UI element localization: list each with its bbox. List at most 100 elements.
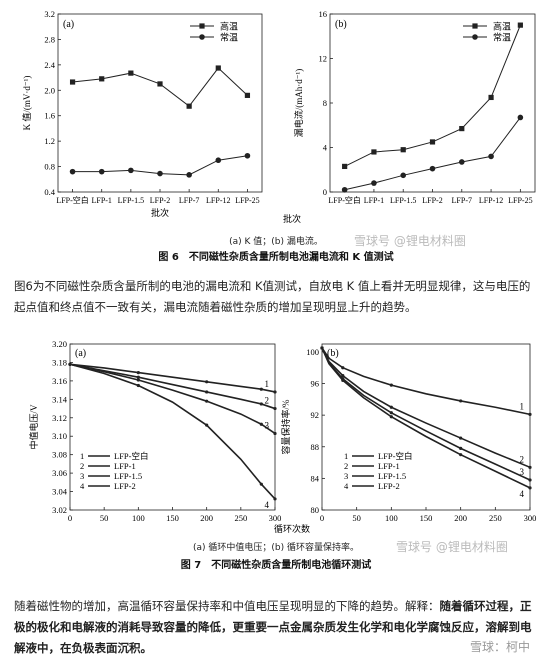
x-tick-label: 300	[269, 513, 282, 523]
data-point	[389, 415, 393, 419]
x-tick-label: LFP-2	[422, 196, 442, 205]
data-point	[528, 486, 532, 490]
y-tick-label: 16	[319, 9, 328, 19]
data-point	[186, 103, 192, 109]
legend-label: LFP-空白	[114, 451, 148, 461]
x-tick-label: 200	[454, 513, 467, 523]
data-point	[389, 411, 393, 415]
series-line-0	[321, 347, 531, 416]
x-axis-label: 循环次数	[274, 523, 310, 534]
x-tick-label: 150	[166, 513, 179, 523]
y-axis-label: 漏电流/(mAh·d⁻¹)	[293, 69, 304, 137]
x-tick-label: 50	[352, 513, 361, 523]
y-tick-label: 84	[311, 473, 320, 483]
data-point	[488, 153, 494, 160]
data-point	[273, 406, 277, 411]
legend-marker	[199, 34, 205, 40]
y-tick-label: 3.16	[52, 376, 67, 386]
y-tick-label: 3.04	[52, 487, 68, 497]
x-tick-label: 300	[524, 513, 537, 523]
legend-label: LFP-2	[378, 481, 400, 491]
data-point	[528, 412, 532, 416]
y-tick-label: 1.6	[44, 111, 55, 121]
data-point	[98, 168, 105, 175]
x-tick-label: LFP-7	[452, 196, 472, 205]
legend-number: 4	[80, 481, 85, 491]
y-axis-label: 中值电压/V	[28, 404, 39, 450]
y-tick-label: 4	[323, 143, 328, 153]
data-point	[429, 165, 436, 172]
x-tick-label: LFP-25	[235, 196, 259, 205]
series-line-1	[69, 363, 276, 410]
x-tick-label: 50	[100, 513, 109, 523]
fig6-caption: 图 6 不同磁性杂质含量所制电池漏电流和 K 值测试	[158, 252, 394, 263]
chart-7b: (b) 80 84 88 92 96 100 0 50 100 150 200 250 300 容量保持率/…	[274, 343, 537, 534]
y-tick-label: 3.2	[44, 9, 55, 19]
x-tick-label: LFP-空白	[56, 195, 88, 205]
series-line-3	[321, 347, 531, 489]
data-point	[459, 453, 463, 457]
x-tick-label: 200	[200, 513, 213, 523]
footer-brand: 雪球：柯中	[470, 640, 531, 654]
paragraph-2-bold: 随着循环过程，正极的极化和电解液的消耗导致容量的降低，更重要一点金属杂质发生化学…	[14, 599, 532, 655]
x-tick-label: LFP-空白	[328, 195, 360, 205]
curve-number: 1	[520, 401, 525, 411]
legend-marker	[472, 23, 478, 29]
panel-label: (b)	[335, 19, 347, 30]
y-tick-label: 0.4	[44, 187, 55, 197]
y-tick-label: 88	[311, 442, 320, 452]
legend-number: 3	[80, 471, 84, 481]
data-point	[136, 375, 140, 379]
data-point	[342, 163, 348, 170]
data-point	[205, 380, 209, 384]
data-point	[259, 387, 263, 391]
y-tick-label: 2.4	[44, 60, 55, 70]
legend-label: 常温	[220, 32, 238, 43]
series-line-2	[321, 347, 531, 481]
data-point	[459, 125, 465, 132]
y-tick-label: 12	[319, 54, 328, 64]
x-axis-label: 批次	[151, 207, 169, 218]
data-point	[371, 149, 377, 155]
x-tick-label: 150	[420, 513, 433, 523]
data-point	[400, 172, 407, 179]
y-tick-label: 8	[323, 98, 327, 108]
data-point	[400, 147, 406, 153]
data-point	[205, 423, 209, 427]
curve-number: 2	[265, 396, 270, 406]
paragraph-1: 图6为不同磁性杂质含量所制的电池的漏电流和 K值测试，自放电 K 值上看并无明显…	[14, 279, 531, 314]
plot-frame	[321, 343, 531, 511]
x-axis-label: 批次	[283, 213, 301, 224]
data-point	[259, 482, 263, 486]
data-point	[186, 172, 192, 178]
legend-number: 2	[80, 461, 84, 471]
legend-marker	[199, 23, 205, 29]
data-point	[136, 383, 140, 388]
data-point	[215, 157, 222, 164]
x-tick-label: 250	[489, 513, 502, 523]
y-tick-label: 100	[306, 347, 319, 357]
data-point	[371, 180, 377, 186]
data-point	[136, 378, 140, 382]
legend-number: 3	[344, 471, 348, 481]
data-point	[517, 22, 523, 28]
data-point	[273, 390, 277, 394]
x-tick-label: 0	[68, 513, 72, 523]
fig7-watermark: 雪球号 @锂电材料圈	[396, 540, 508, 554]
data-point	[528, 465, 532, 469]
data-point	[488, 94, 494, 101]
data-point	[215, 65, 221, 71]
legend-number: 4	[344, 481, 349, 491]
legend-marker	[472, 34, 478, 40]
legend-label: LFP-2	[114, 481, 136, 491]
panel-label: (b)	[327, 348, 339, 359]
data-point	[157, 170, 163, 177]
data-point	[459, 399, 463, 403]
data-point	[205, 399, 209, 403]
data-point	[205, 390, 209, 394]
data-point	[459, 436, 463, 440]
y-axis-label: K 值/(mV·d⁻¹)	[21, 76, 32, 131]
curve-number: 3	[520, 467, 525, 477]
data-point	[273, 497, 277, 501]
